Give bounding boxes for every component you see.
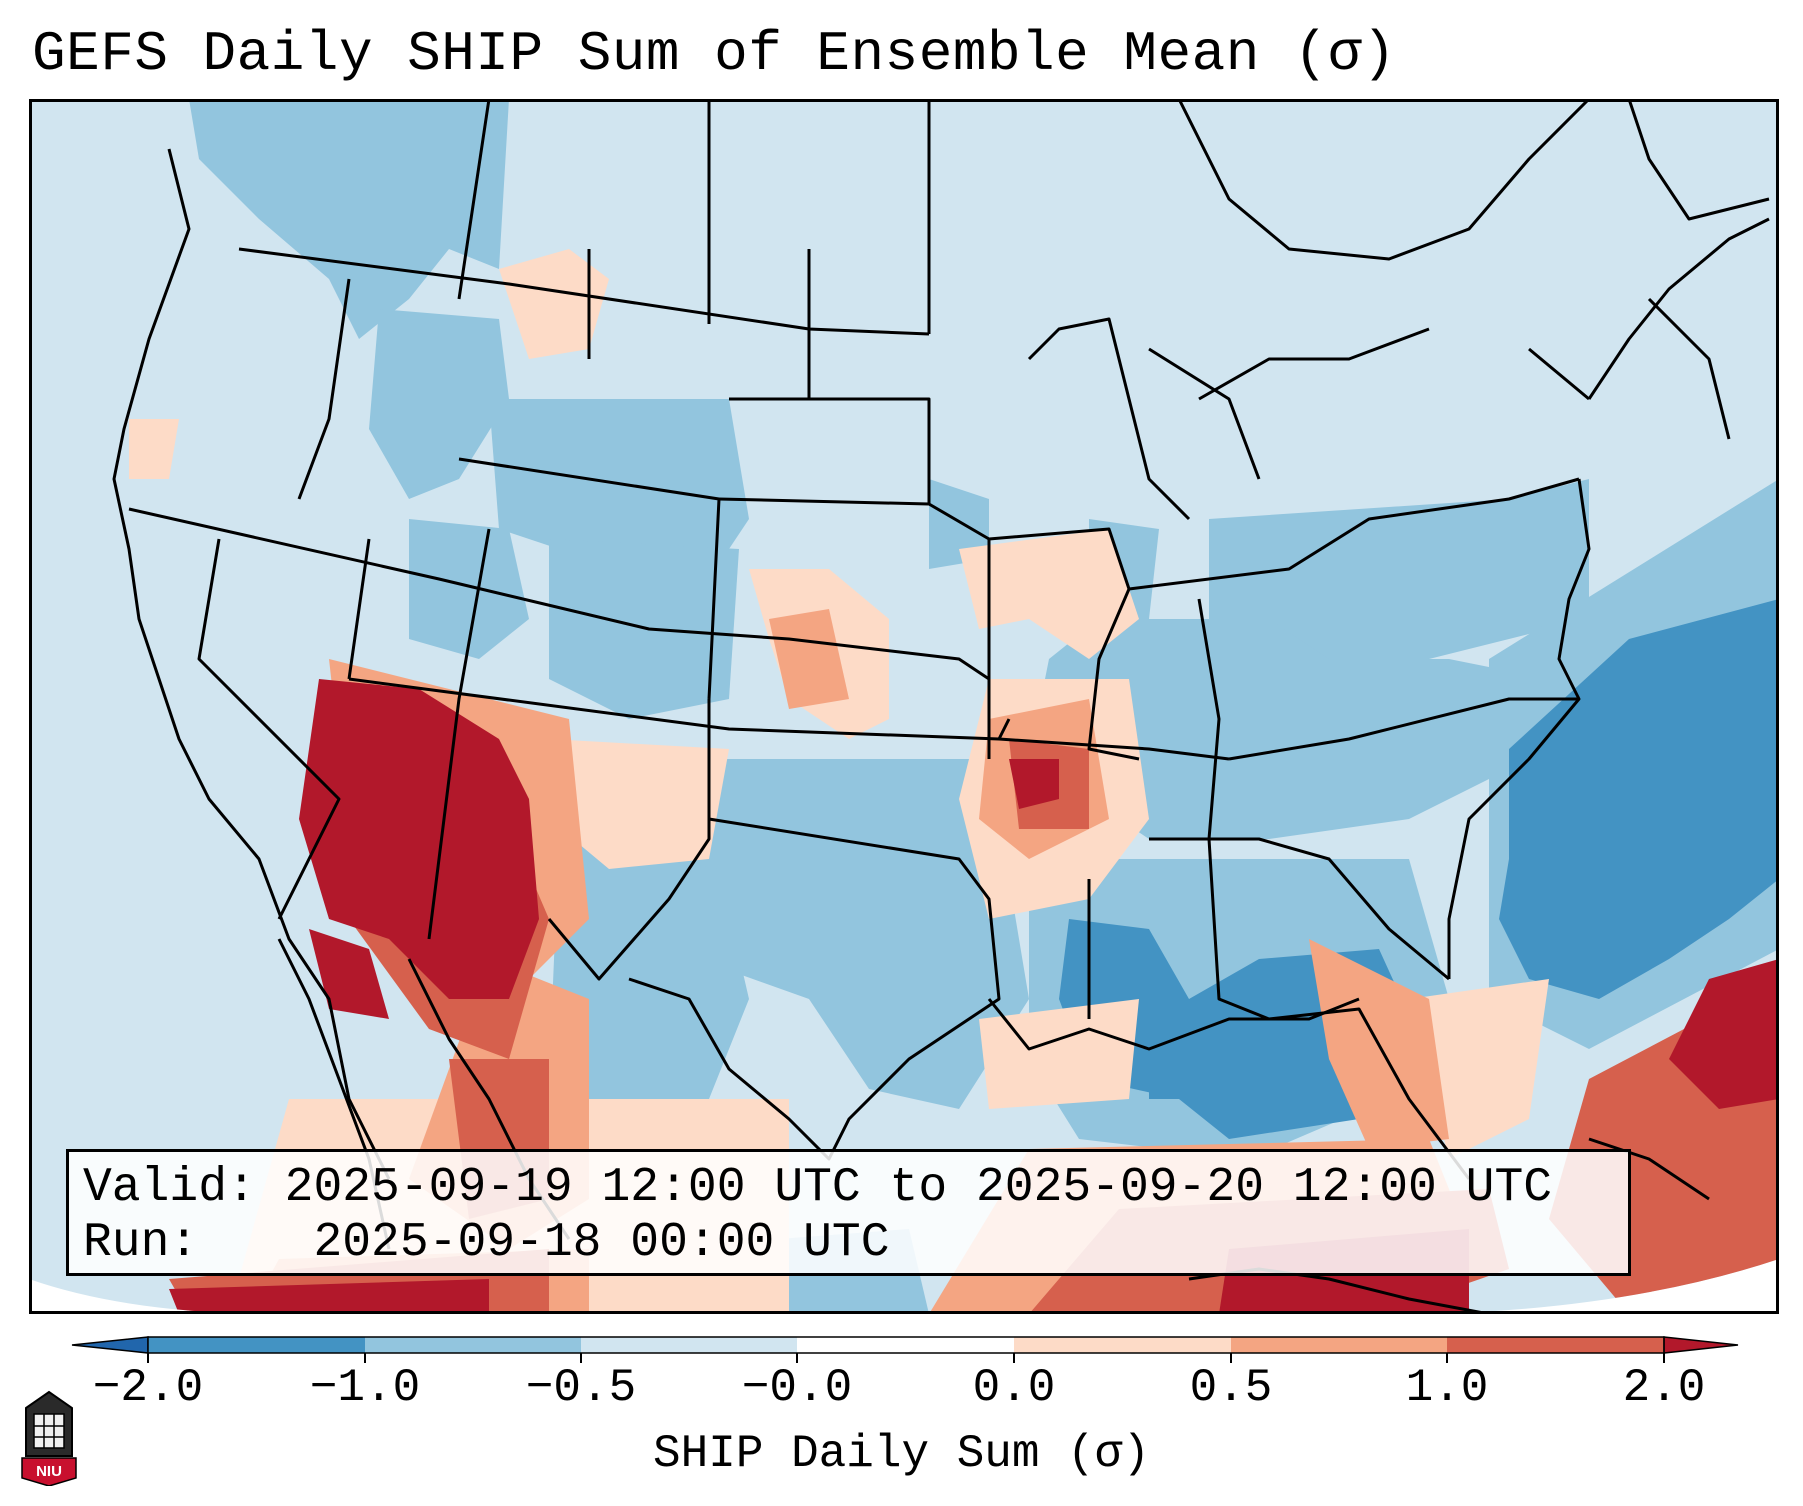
colorbar-tick-label: 2.0 bbox=[1622, 1362, 1706, 1414]
colorbar-segment bbox=[797, 1337, 1014, 1353]
colorbar-tick-label: −0.5 bbox=[525, 1362, 637, 1414]
valid-label: Valid: bbox=[83, 1161, 256, 1215]
colorbar-segment bbox=[1231, 1337, 1447, 1353]
map-frame bbox=[29, 99, 1779, 1314]
colorbar-outline bbox=[147, 1336, 1665, 1354]
colorbar-tick-label: 0.0 bbox=[972, 1362, 1056, 1414]
colorbar-tick-label: −1.0 bbox=[309, 1362, 421, 1414]
colorbar-segment bbox=[1447, 1337, 1664, 1353]
validity-info-box: Valid: 2025-09-19 12:00 UTC to 2025-09-2… bbox=[66, 1149, 1631, 1276]
colorbar-tick-label: −2.0 bbox=[92, 1362, 204, 1414]
colorbar-under-arrow bbox=[71, 1336, 149, 1354]
colorbar bbox=[71, 1336, 1739, 1363]
valid-period: 2025-09-19 12:00 UTC to 2025-09-20 12:00… bbox=[284, 1161, 1553, 1215]
logo-text: NIU bbox=[36, 1463, 62, 1480]
colorbar-segment bbox=[148, 1337, 365, 1353]
colorbar-tick-label: 1.0 bbox=[1405, 1362, 1489, 1414]
colorbar-segment bbox=[581, 1337, 797, 1353]
colorbar-tick-label: 0.5 bbox=[1189, 1362, 1273, 1414]
run-time: 2025-09-18 00:00 UTC bbox=[313, 1216, 890, 1270]
chart-title: GEFS Daily SHIP Sum of Ensemble Mean (σ) bbox=[32, 22, 1397, 86]
state-and-coastline-outlines bbox=[112, 99, 1770, 1314]
map-panel bbox=[29, 99, 1779, 1314]
colorbar-over-arrow bbox=[1663, 1336, 1739, 1354]
colorbar-segment bbox=[365, 1337, 581, 1353]
colorbar-label: SHIP Daily Sum (σ) bbox=[653, 1428, 1150, 1480]
run-label: Run: bbox=[83, 1216, 199, 1270]
colorbar-segment bbox=[1014, 1337, 1231, 1353]
niu-logo: NIU bbox=[21, 1390, 77, 1486]
colorbar-tick-label: −0.0 bbox=[741, 1362, 853, 1414]
